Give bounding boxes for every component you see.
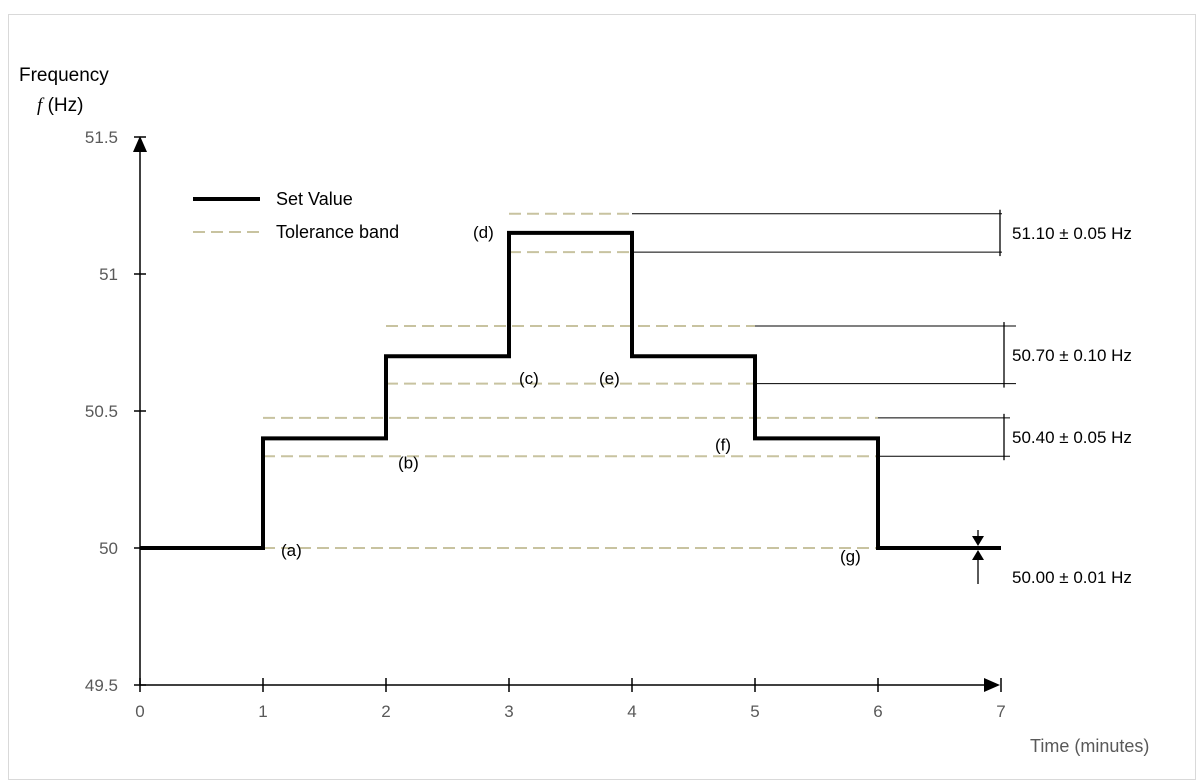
arrow-up-head bbox=[972, 550, 984, 560]
y-axis-label-line1: Frequency bbox=[19, 65, 109, 86]
chart-frame: Frequency f (Hz) bbox=[8, 14, 1196, 780]
point-label-a: (a) bbox=[281, 541, 302, 560]
point-label-e: (e) bbox=[599, 369, 620, 388]
x-axis-label: Time (minutes) bbox=[1030, 736, 1149, 756]
band-annotation-1: 50.70 ± 0.10 Hz bbox=[1012, 346, 1132, 365]
x-tick-label-6: 6 bbox=[873, 702, 882, 721]
y-tick-label-51: 51 bbox=[99, 265, 118, 284]
point-label-g: (g) bbox=[840, 547, 861, 566]
y-axis-arrowhead bbox=[133, 136, 147, 152]
y-tick-label-50: 50 bbox=[99, 539, 118, 558]
y-axis-variable: f bbox=[37, 95, 43, 116]
x-axis-arrowhead bbox=[984, 678, 1000, 692]
point-label-c: (c) bbox=[519, 369, 539, 388]
point-label-d: (d) bbox=[473, 223, 494, 242]
x-tick-label-2: 2 bbox=[381, 702, 390, 721]
x-tick-label-3: 3 bbox=[504, 702, 513, 721]
x-tick-label-4: 4 bbox=[627, 702, 636, 721]
band-annotation-2: 50.40 ± 0.05 Hz bbox=[1012, 428, 1132, 447]
x-tick-label-1: 1 bbox=[258, 702, 267, 721]
band-annotation-3: 50.00 ± 0.01 Hz bbox=[1012, 568, 1132, 587]
y-axis-label-line2: f (Hz) bbox=[37, 95, 83, 118]
arrow-down-head bbox=[972, 536, 984, 546]
point-label-b: (b) bbox=[398, 453, 419, 472]
y-tick-label-49.5: 49.5 bbox=[85, 676, 118, 695]
band-annotation-0: 51.10 ± 0.05 Hz bbox=[1012, 224, 1132, 243]
x-tick-label-5: 5 bbox=[750, 702, 759, 721]
point-label-f: (f) bbox=[715, 435, 731, 454]
y-tick-label-51.5: 51.5 bbox=[85, 128, 118, 147]
legend-tolerance-label: Tolerance band bbox=[276, 222, 399, 242]
y-axis-unit: (Hz) bbox=[47, 95, 84, 116]
y-tick-label-50.5: 50.5 bbox=[85, 402, 118, 421]
legend-set-value-label: Set Value bbox=[276, 189, 353, 209]
set-value-line bbox=[140, 230, 1001, 550]
x-tick-label-0: 0 bbox=[135, 702, 144, 721]
x-tick-label-7: 7 bbox=[996, 702, 1005, 721]
